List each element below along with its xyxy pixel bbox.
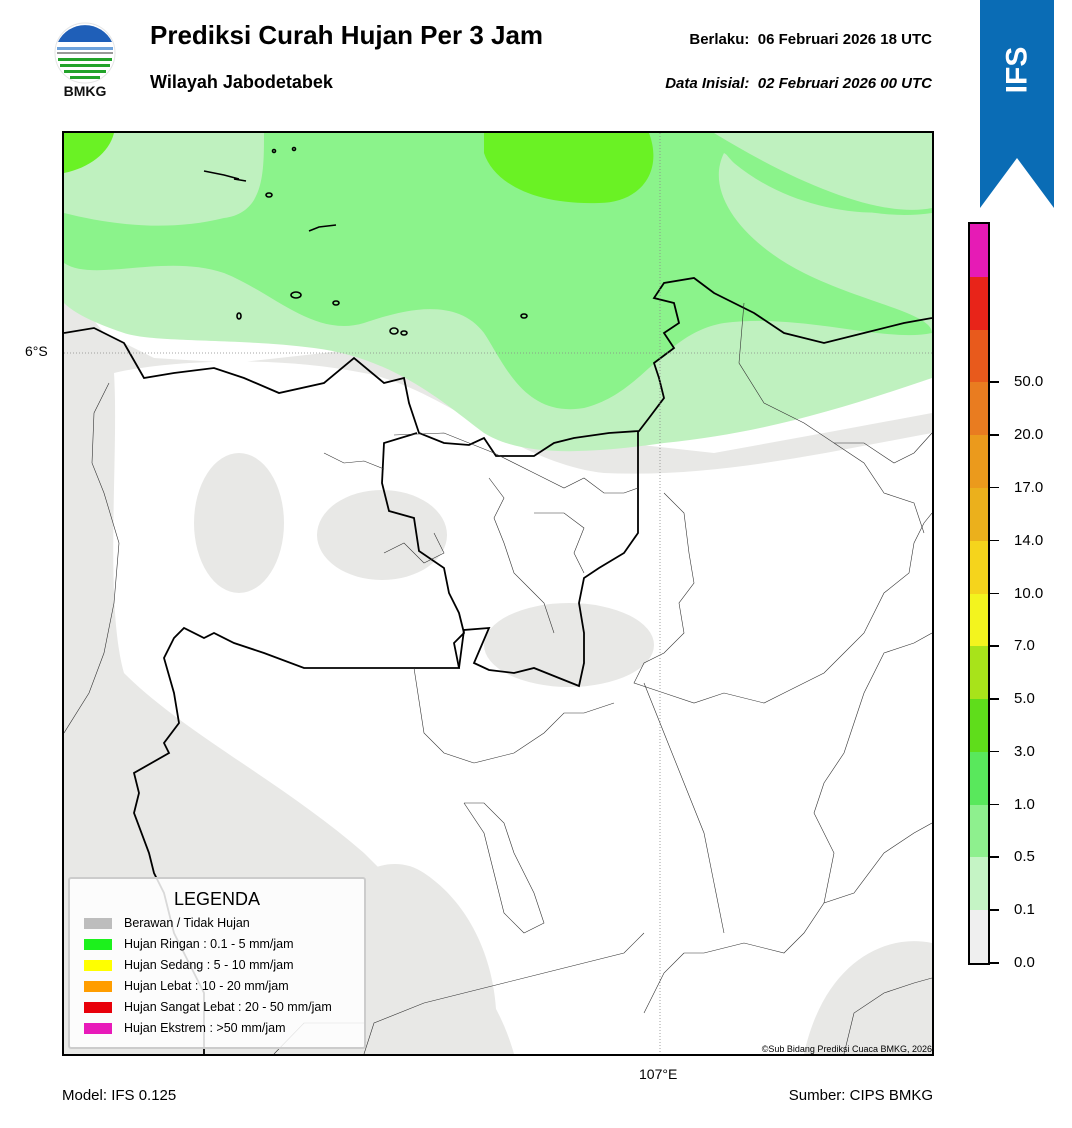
colorbar-tick-label: 50.0	[1014, 373, 1044, 391]
colorbar-tick-label: 0.5	[1014, 848, 1035, 866]
init-time-label: Data Inisial:	[665, 75, 750, 92]
colorbar-tick	[990, 645, 999, 647]
colorbar-segment	[970, 857, 988, 911]
colorbar-tick	[990, 539, 999, 542]
grey-patch-1	[317, 490, 447, 580]
legend-label: Hujan Lebat : 10 - 20 mm/jam	[124, 979, 289, 993]
colorbar-tick	[990, 750, 999, 753]
legend-item-moderate-rain: Hujan Sedang : 5 - 10 mm/jam	[84, 958, 294, 972]
logo-text: BMKG	[63, 83, 107, 99]
legend-label: Hujan Sangat Lebat : 20 - 50 mm/jam	[124, 1000, 332, 1014]
thousand-islands	[203, 146, 528, 336]
ifs-badge-text: IFS	[980, 0, 1054, 140]
colorbar-tick	[990, 434, 999, 436]
model-label: Model: IFS 0.125	[62, 1087, 177, 1104]
colorbar-tick-label: 5.0	[1014, 690, 1035, 708]
colorbar-tick-label: 0.0	[1014, 954, 1035, 971]
bmkg-logo: BMKG	[52, 20, 118, 102]
valid-time-value: 06 Februari 2026 18 UTC	[757, 31, 932, 48]
colorbar-segment	[970, 751, 988, 805]
colorbar-segment	[970, 487, 988, 541]
legend-item-extreme-rain: Hujan Ekstrem : >50 mm/jam	[84, 1021, 286, 1035]
legend-label: Hujan Ringan : 0.1 - 5 mm/jam	[124, 937, 294, 951]
grey-patch-west	[194, 453, 284, 593]
district-boundaries	[64, 302, 932, 1054]
rainfall-map	[62, 131, 934, 1056]
colorbar-tick-label: 3.0	[1014, 742, 1035, 760]
legend-swatch	[84, 959, 112, 971]
legend-item-very-heavy-rain: Hujan Sangat Lebat : 20 - 50 mm/jam	[84, 1000, 332, 1014]
colorbar-segment	[970, 435, 988, 488]
grey-patch-2	[484, 603, 654, 687]
colorbar-tick-label: 1.0	[1014, 795, 1035, 813]
legend-swatch	[84, 1001, 112, 1013]
legend-label: Hujan Sedang : 5 - 10 mm/jam	[124, 958, 294, 972]
colorbar-tick	[990, 909, 999, 911]
rain-zone-heavy-1	[484, 133, 654, 204]
legend-swatch	[84, 980, 112, 992]
colorbar-tick-label: 10.0	[1014, 584, 1044, 602]
colorbar-tick-label: 20.0	[1014, 426, 1044, 444]
colorbar-tick-label: 0.1	[1014, 901, 1035, 919]
colorbar-tick	[990, 381, 999, 383]
colorbar-segment	[970, 593, 988, 647]
valid-time-label: Berlaku:	[689, 31, 750, 48]
colorbar-segment	[970, 646, 988, 700]
legend-item-cloudy: Berawan / Tidak Hujan	[84, 916, 250, 930]
colorbar-segment	[970, 276, 988, 330]
rain-zone-medium	[64, 133, 932, 410]
colorbar-tick	[990, 803, 999, 806]
map-title: Prediksi Curah Hujan Per 3 Jam	[150, 20, 544, 50]
ifs-badge: IFS	[980, 0, 1054, 208]
colorbar-segment	[970, 382, 988, 436]
copyright-text: ©Sub Bidang Prediksi Cuaca BMKG, 2026	[761, 1044, 932, 1054]
map-subtitle: Wilayah Jabodetabek	[150, 72, 333, 92]
legend-label: Hujan Ekstrem : >50 mm/jam	[124, 1021, 286, 1035]
rain-zone-heavy-2	[64, 133, 114, 173]
latitude-label: 6°S	[25, 343, 48, 359]
legend-swatch	[84, 938, 112, 950]
colorbar-segment	[970, 804, 988, 858]
coastline-north	[64, 277, 932, 457]
ifs-badge-glyph: IFS	[999, 46, 1033, 94]
longitude-label: 107°E	[639, 1066, 678, 1082]
colorbar-tick	[990, 592, 999, 594]
legend-item-heavy-rain: Hujan Lebat : 10 - 20 mm/jam	[84, 979, 289, 993]
colorbar-tick-label: 17.0	[1014, 478, 1044, 496]
legend-item-light-rain: Hujan Ringan : 0.1 - 5 mm/jam	[84, 937, 294, 951]
colorbar-segment	[970, 224, 988, 277]
legend-title: LEGENDA	[173, 889, 261, 909]
init-time-value: 02 Februari 2026 00 UTC	[757, 75, 932, 92]
colorbar-tick	[990, 698, 999, 700]
colorbar-tick-label: 14.0	[1014, 531, 1044, 549]
colorbar-tick	[990, 856, 999, 858]
source-label: Sumber: CIPS BMKG	[788, 1087, 933, 1104]
legend-swatch	[84, 917, 112, 929]
colorbar-segment	[970, 699, 988, 752]
colorbar-segment	[970, 329, 988, 383]
legend-label: Berawan / Tidak Hujan	[124, 916, 250, 930]
colorbar-tick	[990, 962, 999, 964]
colorbar-tick	[990, 486, 999, 489]
legend-box: LEGENDA Berawan / Tidak Hujan Hujan Ring…	[68, 877, 366, 1049]
legend-swatch	[84, 1022, 112, 1034]
colorbar-tick-label: 7.0	[1014, 637, 1035, 655]
colorbar-segment	[970, 540, 988, 594]
colorbar-segment	[970, 910, 988, 963]
init-time: Data Inisial: 02 Februari 2026 00 UTC	[665, 75, 932, 92]
valid-time: Berlaku: 06 Februari 2026 18 UTC	[689, 31, 932, 48]
colorbar	[968, 222, 990, 965]
